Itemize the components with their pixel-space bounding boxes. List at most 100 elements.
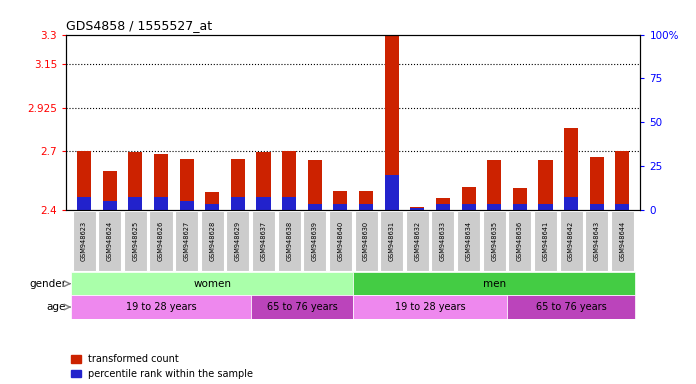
FancyBboxPatch shape	[200, 211, 224, 271]
Bar	[539, 160, 553, 210]
Text: GSM948642: GSM948642	[568, 221, 574, 261]
Bar	[154, 154, 168, 210]
Bar	[359, 191, 373, 210]
Bar	[256, 152, 271, 210]
Bar	[256, 197, 271, 210]
Bar	[282, 151, 296, 210]
Text: men: men	[482, 279, 506, 289]
Bar	[615, 151, 629, 210]
FancyBboxPatch shape	[124, 211, 147, 271]
Text: 65 to 76 years: 65 to 76 years	[267, 302, 338, 312]
Bar	[205, 204, 219, 210]
Bar	[128, 152, 143, 210]
Bar	[180, 159, 193, 210]
FancyBboxPatch shape	[251, 295, 354, 319]
Text: GSM948623: GSM948623	[81, 221, 87, 261]
Text: GSM948641: GSM948641	[542, 221, 548, 261]
FancyBboxPatch shape	[585, 211, 608, 271]
Bar	[77, 197, 91, 210]
FancyBboxPatch shape	[432, 211, 454, 271]
Legend: transformed count, percentile rank within the sample: transformed count, percentile rank withi…	[71, 354, 253, 379]
FancyBboxPatch shape	[72, 211, 95, 271]
Text: GSM948635: GSM948635	[491, 221, 497, 261]
Text: GSM948633: GSM948633	[440, 221, 446, 261]
Bar	[487, 204, 501, 210]
Text: GSM948625: GSM948625	[132, 221, 139, 261]
Bar	[513, 188, 527, 210]
FancyBboxPatch shape	[507, 295, 635, 319]
FancyBboxPatch shape	[534, 211, 557, 271]
Bar	[615, 204, 629, 210]
Text: GSM948627: GSM948627	[184, 221, 189, 261]
Text: 19 to 28 years: 19 to 28 years	[126, 302, 196, 312]
Text: GSM948637: GSM948637	[260, 221, 267, 261]
Bar	[410, 207, 425, 210]
Bar	[102, 201, 117, 210]
FancyBboxPatch shape	[406, 211, 429, 271]
Text: GSM948643: GSM948643	[594, 221, 600, 261]
Bar	[205, 192, 219, 210]
FancyBboxPatch shape	[71, 295, 251, 319]
FancyBboxPatch shape	[482, 211, 506, 271]
Bar	[487, 160, 501, 210]
Bar	[282, 197, 296, 210]
Bar	[410, 208, 425, 210]
Bar	[231, 159, 245, 210]
Text: GSM948638: GSM948638	[286, 221, 292, 261]
FancyBboxPatch shape	[354, 272, 635, 295]
Text: GSM948631: GSM948631	[388, 221, 395, 261]
Text: GSM948632: GSM948632	[414, 221, 420, 261]
Text: age: age	[47, 302, 66, 312]
Bar	[333, 204, 347, 210]
FancyBboxPatch shape	[611, 211, 634, 271]
Text: GDS4858 / 1555527_at: GDS4858 / 1555527_at	[66, 19, 212, 32]
FancyBboxPatch shape	[354, 211, 377, 271]
Text: GSM948624: GSM948624	[106, 221, 113, 261]
Bar	[77, 151, 91, 210]
Text: GSM948628: GSM948628	[209, 221, 215, 261]
Bar	[564, 128, 578, 210]
FancyBboxPatch shape	[71, 272, 354, 295]
Text: 19 to 28 years: 19 to 28 years	[395, 302, 466, 312]
Text: GSM948629: GSM948629	[235, 221, 241, 261]
Bar	[436, 198, 450, 210]
FancyBboxPatch shape	[508, 211, 531, 271]
Bar	[308, 204, 322, 210]
FancyBboxPatch shape	[354, 295, 507, 319]
Bar	[385, 175, 399, 210]
FancyBboxPatch shape	[98, 211, 121, 271]
FancyBboxPatch shape	[457, 211, 480, 271]
FancyBboxPatch shape	[252, 211, 275, 271]
Text: GSM948634: GSM948634	[466, 221, 472, 261]
Text: GSM948626: GSM948626	[158, 221, 164, 261]
Bar	[539, 204, 553, 210]
Text: GSM948644: GSM948644	[619, 221, 626, 261]
FancyBboxPatch shape	[226, 211, 249, 271]
FancyBboxPatch shape	[175, 211, 198, 271]
Bar	[359, 204, 373, 210]
Text: women: women	[193, 279, 231, 289]
Bar	[128, 197, 143, 210]
Bar	[564, 197, 578, 210]
Bar	[461, 187, 475, 210]
Bar	[590, 204, 604, 210]
Text: GSM948639: GSM948639	[312, 221, 318, 261]
Bar	[461, 204, 475, 210]
Text: GSM948640: GSM948640	[338, 221, 343, 261]
Text: GSM948630: GSM948630	[363, 221, 369, 261]
Bar	[590, 157, 604, 210]
FancyBboxPatch shape	[303, 211, 326, 271]
Bar	[154, 197, 168, 210]
Bar	[180, 201, 193, 210]
Bar	[513, 204, 527, 210]
Text: 65 to 76 years: 65 to 76 years	[536, 302, 606, 312]
FancyBboxPatch shape	[278, 211, 301, 271]
Text: GSM948636: GSM948636	[517, 221, 523, 261]
Bar	[436, 204, 450, 210]
Bar	[333, 191, 347, 210]
FancyBboxPatch shape	[560, 211, 583, 271]
Bar	[308, 160, 322, 210]
Bar	[385, 36, 399, 210]
Bar	[102, 171, 117, 210]
FancyBboxPatch shape	[380, 211, 403, 271]
